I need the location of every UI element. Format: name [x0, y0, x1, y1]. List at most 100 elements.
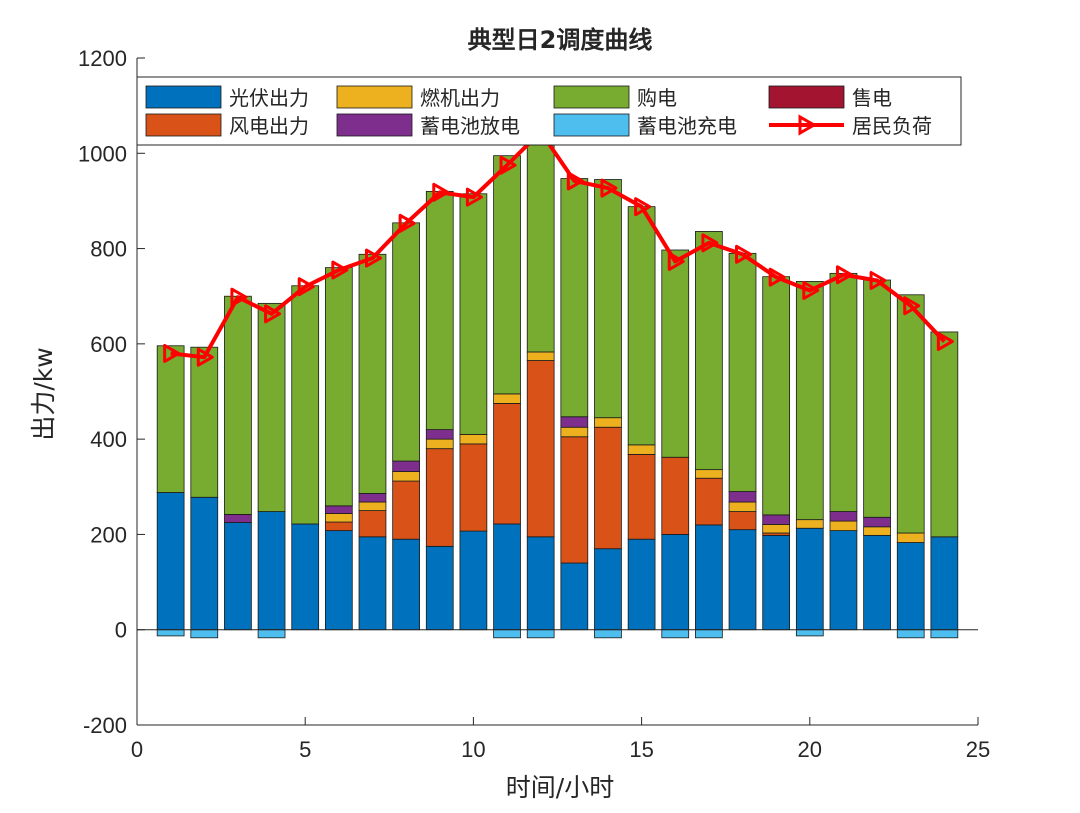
bar-segment [425, 190, 454, 431]
bar-segment [728, 529, 757, 631]
y-tick-label: 400 [90, 427, 127, 452]
bar-segment [425, 438, 454, 450]
load-line-layer [163, 122, 954, 367]
x-tick-label: 0 [131, 737, 143, 762]
x-axis-title: 时间/小时 [506, 773, 614, 802]
legend-label: 售电 [852, 86, 892, 110]
bar-segment [425, 448, 454, 547]
bar-segment [930, 629, 959, 639]
bar-segment [829, 272, 858, 512]
bar-segment [762, 276, 791, 516]
bar-segment [324, 505, 353, 514]
load-marker [566, 171, 584, 191]
bar-segment [560, 416, 589, 428]
y-tick-label: 1000 [78, 141, 127, 166]
bar-segment [392, 471, 420, 482]
load-marker [936, 331, 954, 351]
bar-segment [358, 501, 387, 512]
bar-segment [392, 538, 420, 631]
bar-segment [324, 530, 353, 631]
bar-segment [459, 193, 488, 435]
load-marker [297, 277, 315, 297]
bar-segment [695, 469, 723, 479]
load-marker [835, 265, 853, 285]
bar-segment [661, 249, 690, 458]
bar-segment [930, 331, 959, 538]
bar-segment [728, 501, 757, 512]
legend-label: 蓄电池充电 [637, 114, 737, 138]
bar-segment [224, 514, 252, 523]
bar-segment [493, 403, 521, 525]
bar-segment [425, 429, 454, 440]
legend-label: 蓄电池放电 [420, 114, 520, 138]
x-tick-label: 10 [461, 737, 485, 762]
load-marker [869, 270, 887, 290]
load-marker [634, 197, 652, 217]
bar-segment [493, 629, 521, 639]
bar-segment [594, 548, 622, 631]
bar-segment [594, 426, 622, 550]
bar-segment [358, 493, 387, 503]
y-tick-label: 1200 [78, 46, 127, 71]
bar-segment [224, 522, 252, 631]
legend-label: 光伏出力 [229, 86, 309, 110]
bar-segment [728, 252, 757, 492]
bar-segment [224, 295, 252, 515]
bar-segment [896, 629, 925, 639]
bar-segment [863, 534, 891, 631]
bar-segment [324, 521, 353, 532]
legend-label: 燃机出力 [420, 86, 500, 110]
load-marker [331, 260, 349, 280]
bar-segment [526, 125, 555, 353]
bar-segment [459, 443, 488, 532]
bar-segment [863, 516, 891, 528]
bar-segment [829, 520, 858, 532]
legend-swatch [553, 85, 630, 109]
legend-swatch [768, 85, 845, 109]
legend-swatch [336, 113, 413, 137]
bar-segment [156, 492, 185, 631]
bar-segment [459, 530, 488, 631]
bar-segment [392, 460, 420, 472]
bar-segment [896, 532, 925, 543]
bar-segment [526, 360, 555, 538]
bar-segment [863, 526, 891, 536]
bar-segment [627, 206, 656, 446]
bar-segment [795, 527, 824, 631]
load-marker [667, 251, 685, 271]
bar-segment [257, 511, 286, 631]
bar-segment [291, 523, 320, 631]
bar-segment [425, 545, 454, 631]
load-marker [701, 233, 719, 253]
bar-segment [560, 562, 589, 631]
bar-segment [695, 231, 723, 471]
bar-segment [526, 629, 555, 639]
load-marker [230, 287, 248, 307]
load-marker [600, 178, 618, 198]
bar-segment [695, 477, 723, 526]
bar-segment [728, 491, 757, 503]
bar-segment [493, 155, 521, 395]
bar-segment [594, 179, 622, 419]
load-marker [465, 187, 483, 207]
legend-swatch [145, 113, 222, 137]
bar-segment [661, 534, 690, 631]
bar-segment [156, 629, 185, 637]
bar-segment [526, 351, 555, 361]
bar-segment [392, 222, 420, 462]
bar-segment [829, 530, 858, 631]
load-marker [903, 296, 921, 316]
load-marker [163, 343, 181, 363]
bar-segment [627, 538, 656, 631]
legend-label: 居民负荷 [852, 114, 932, 138]
load-marker [768, 267, 786, 287]
bar-segment [560, 436, 589, 564]
bar-segment [594, 417, 622, 428]
bar-segment [493, 393, 521, 404]
y-axis-title: 出力/kw [29, 347, 58, 440]
load-marker [364, 248, 382, 268]
bar-segment [190, 346, 219, 498]
x-tick-label: 20 [798, 737, 822, 762]
load-marker [264, 304, 282, 324]
